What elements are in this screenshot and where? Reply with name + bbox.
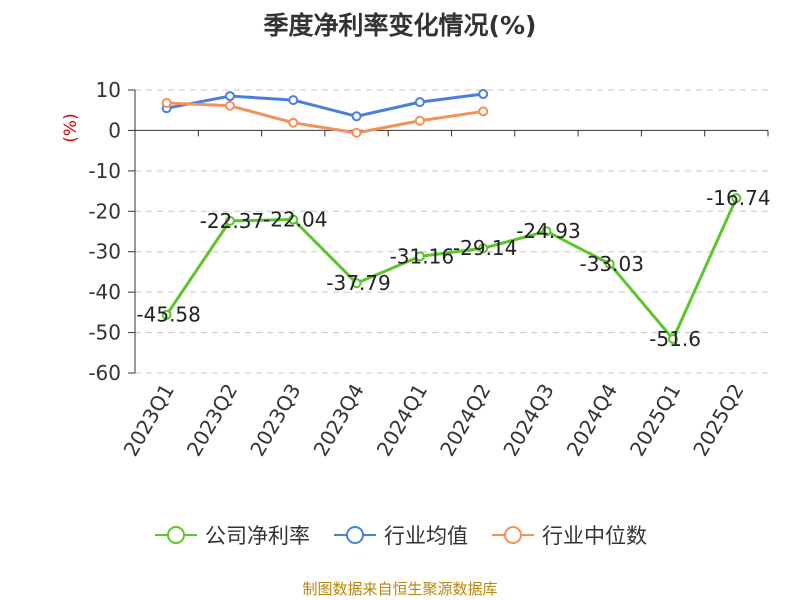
series-line [166, 92, 484, 118]
data-label: -16.74 [706, 186, 770, 210]
x-tick-label: 2025Q1 [625, 380, 685, 461]
legend-item[interactable]: 公司净利率 [153, 520, 310, 550]
data-label: -29.14 [453, 236, 517, 260]
data-point [288, 117, 299, 128]
data-point [224, 91, 235, 102]
y-tick-label: -60 [88, 361, 121, 385]
y-tick-label: -30 [88, 240, 121, 264]
data-label: -45.58 [136, 303, 200, 327]
y-tick-label: -40 [88, 280, 121, 304]
series-line [165, 197, 738, 341]
series-layer [161, 89, 742, 345]
data-label: -51.6 [649, 327, 701, 351]
legend-item[interactable]: 行业均值 [332, 520, 468, 550]
data-point [351, 111, 362, 122]
legend-swatch [492, 526, 534, 544]
series-line [166, 101, 484, 135]
x-tick-label: 2024Q1 [372, 380, 432, 461]
x-tick-label: 2023Q1 [119, 380, 179, 461]
y-tick-label: -20 [88, 199, 121, 223]
data-point [351, 278, 362, 289]
x-tick-label: 2023Q4 [308, 380, 368, 461]
data-label: -22.04 [263, 208, 327, 232]
data-point [414, 115, 425, 126]
data-point [224, 215, 235, 226]
data-point [161, 97, 172, 108]
data-point [478, 89, 489, 100]
legend-swatch [155, 526, 197, 544]
data-point [161, 309, 172, 320]
legend-swatch [334, 526, 376, 544]
legend-label: 公司净利率 [205, 524, 310, 548]
chart-title: 季度净利率变化情况(%) [263, 11, 537, 40]
legend: 公司净利率 行业均值 行业中位数 [0, 520, 800, 550]
y-tick-label: 0 [108, 118, 121, 142]
data-point [414, 97, 425, 108]
data-point [541, 226, 552, 237]
legend-label: 行业均值 [384, 524, 468, 548]
source-note: 制图数据来自恒生聚源数据库 [302, 580, 498, 598]
data-label: -24.93 [516, 219, 580, 243]
x-tick-label: 2023Q3 [245, 380, 305, 461]
data-point [288, 214, 299, 225]
x-tick-label: 2024Q4 [562, 380, 622, 461]
data-label: -31.16 [390, 244, 454, 268]
data-label: -22.37 [200, 209, 264, 233]
legend-item[interactable]: 行业中位数 [490, 520, 647, 550]
data-point [414, 251, 425, 262]
data-point [668, 334, 679, 345]
data-point [478, 106, 489, 117]
x-tick-label: 2024Q3 [498, 380, 558, 461]
y-tick-label: -50 [88, 321, 121, 345]
x-tick-label: 2024Q2 [435, 380, 495, 461]
data-label: -33.03 [580, 252, 644, 276]
data-point [288, 95, 299, 106]
data-point [351, 127, 362, 138]
data-label: -37.79 [326, 271, 390, 295]
y-tick-label: -10 [88, 159, 121, 183]
data-point [604, 258, 615, 269]
data-point [478, 243, 489, 254]
x-tick-label: 2023Q2 [182, 380, 242, 461]
y-tick-label: 10 [96, 78, 121, 102]
y-axis-label: (%) [61, 113, 81, 142]
data-point [731, 193, 742, 204]
data-label-layer: -45.58 -22.37-22.04 -37.79-31.16-29.14-24.… [136, 186, 770, 351]
x-tick-label: 2025Q2 [688, 380, 748, 461]
legend-label: 行业中位数 [542, 524, 647, 548]
data-point [224, 100, 235, 111]
